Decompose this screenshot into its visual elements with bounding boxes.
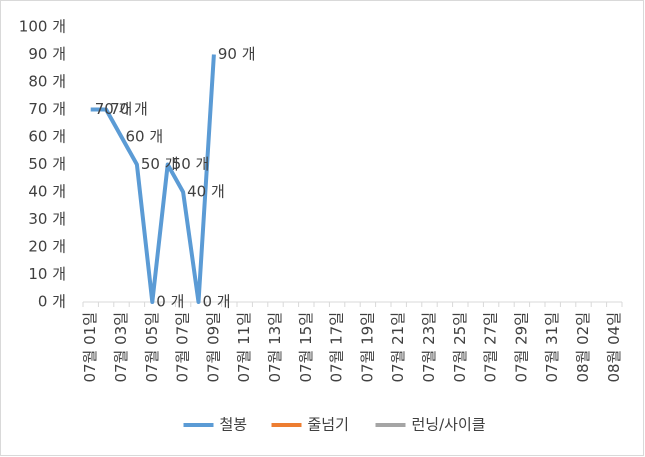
data-label: 50 개 (141, 155, 179, 173)
x-tick-label: 07월 19일 (358, 312, 376, 383)
x-tick-label: 07월 03일 (112, 312, 130, 383)
x-tick-label: 07월 25일 (451, 312, 469, 383)
x-tick-label: 07월 11일 (235, 312, 253, 383)
x-tick-label: 07월 13일 (266, 312, 284, 383)
x-tick-label: 07월 17일 (328, 312, 346, 383)
data-label: 0 개 (203, 293, 231, 311)
x-tick-label: 08월 04일 (605, 312, 623, 383)
x-tick-label: 07월 31일 (543, 312, 561, 383)
legend-label: 철봉 (220, 416, 248, 434)
y-tick-label: 70 개 (28, 100, 66, 118)
x-tick-label: 07월 27일 (482, 312, 500, 383)
y-tick-label: 100 개 (19, 18, 66, 36)
x-tick-label: 07월 21일 (389, 312, 407, 383)
y-tick-label: 0 개 (38, 293, 66, 311)
x-tick-label: 07월 29일 (512, 312, 530, 383)
x-tick-label: 08월 02일 (574, 312, 592, 383)
x-tick-label: 07월 07일 (174, 312, 192, 383)
legend-label: 줄넘기 (308, 416, 349, 434)
x-tick-label: 07월 09일 (204, 312, 222, 383)
y-tick-label: 20 개 (28, 238, 66, 256)
y-tick-label: 80 개 (28, 73, 66, 91)
x-tick-label: 07월 23일 (420, 312, 438, 383)
data-label: 50 개 (172, 155, 210, 173)
series-line (90, 54, 216, 304)
data-label: 40 개 (187, 183, 225, 201)
legend-label: 런닝/사이클 (412, 416, 486, 434)
y-tick-label: 90 개 (28, 45, 66, 63)
data-label: 60 개 (126, 128, 164, 146)
data-label: 70 개 (110, 100, 148, 118)
y-tick-label: 40 개 (28, 183, 66, 201)
x-tick-label: 07월 01일 (81, 312, 99, 383)
data-label: 0 개 (156, 293, 184, 311)
y-tick-label: 30 개 (28, 210, 66, 228)
data-label: 90 개 (218, 45, 256, 63)
y-tick-label: 60 개 (28, 128, 66, 146)
data-label: 70 개 (95, 100, 133, 118)
x-tick-label: 07월 05일 (143, 312, 161, 383)
y-tick-label: 10 개 (28, 265, 66, 283)
y-tick-label: 50 개 (28, 155, 66, 173)
x-tick-label: 07월 15일 (297, 312, 315, 383)
